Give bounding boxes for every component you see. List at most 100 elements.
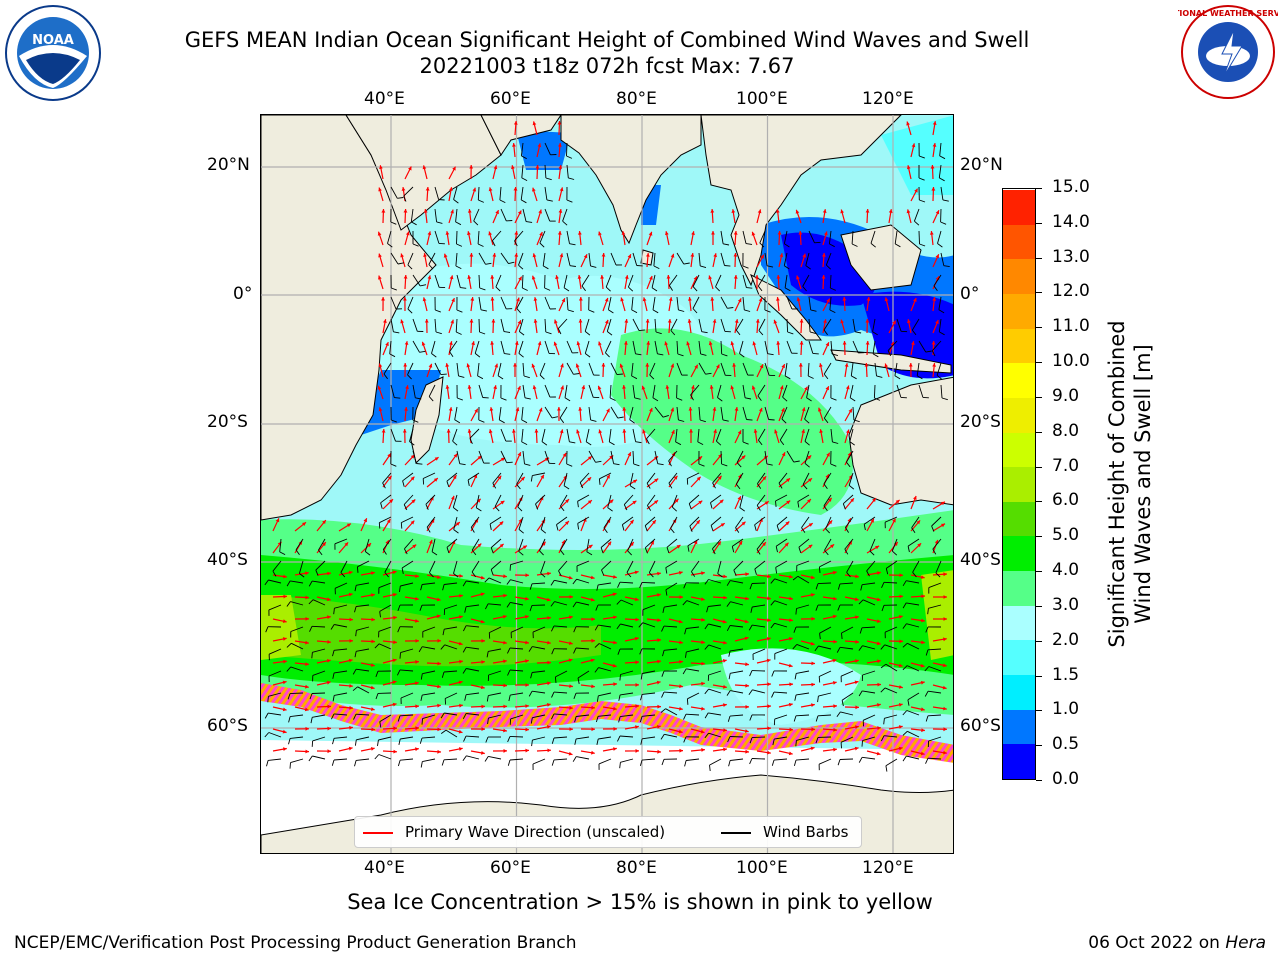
- wind-barb: [756, 494, 766, 506]
- wave-arrow-head: [656, 725, 661, 729]
- wind-barb-flag: [722, 419, 729, 422]
- wind-barb: [632, 428, 637, 442]
- wave-arrow-head: [327, 615, 331, 620]
- sea-ice-edge: [261, 683, 953, 763]
- wave-arrow-head: [865, 209, 870, 213]
- wind-barb: [825, 516, 832, 529]
- wind-barb-flag: [669, 285, 673, 291]
- wind-barb-flag: [586, 551, 593, 556]
- wind-barb-flag: [781, 418, 787, 424]
- wind-barb-flag: [332, 650, 335, 657]
- lat-tick-left-20s: 20°S: [207, 412, 248, 432]
- wind-barb: [808, 296, 812, 310]
- wind-barb-flag: [453, 507, 459, 512]
- wave-arrow-head: [349, 639, 353, 643]
- wind-barb-flag: [469, 438, 473, 444]
- wind-barb: [729, 714, 744, 717]
- wave-arrow-head: [723, 703, 727, 707]
- wind-barb-flag: [712, 482, 716, 489]
- wave-arrow-head: [547, 660, 551, 665]
- wind-barb: [804, 406, 810, 420]
- wind-barb: [509, 758, 524, 761]
- footer-date: 06 Oct 2022 on Hera: [1088, 933, 1266, 953]
- wind-barb: [933, 274, 942, 287]
- wind-barb: [887, 340, 898, 351]
- wave-arrow-head: [600, 275, 604, 279]
- wind-barb-flag: [518, 529, 524, 534]
- wind-barb-flag: [662, 607, 665, 613]
- wind-barb: [399, 669, 414, 672]
- wave-arrow-head: [532, 121, 537, 126]
- wind-barb-flag: [518, 264, 524, 270]
- wind-barb-flag: [484, 756, 489, 762]
- wave-arrow-head: [788, 751, 793, 756]
- wave-arrow-head: [696, 476, 701, 481]
- wind-barb: [467, 472, 480, 481]
- wind-barb: [453, 186, 458, 200]
- wind-barb-flag: [521, 419, 528, 424]
- wind-barb-flag: [757, 285, 763, 292]
- wave-arrow-head: [467, 231, 471, 236]
- wind-barb: [631, 296, 634, 310]
- wave-arrow-head: [410, 454, 415, 459]
- wind-barb: [289, 692, 304, 695]
- wind-barb: [488, 755, 502, 760]
- wind-barb-flag: [479, 331, 486, 335]
- wind-barb: [290, 666, 304, 672]
- wind-barb-flag: [728, 650, 731, 657]
- wind-barb-flag: [661, 670, 665, 677]
- wind-barb-flag: [662, 414, 669, 418]
- wind-barb: [676, 340, 679, 355]
- wave-arrow-head: [671, 452, 676, 457]
- colorbar-tick-label: 13.0: [1052, 246, 1090, 267]
- wave-arrow-head: [921, 640, 925, 645]
- wave-arrow-head: [819, 429, 823, 433]
- wind-barb-flag: [508, 695, 511, 702]
- wind-barb: [500, 296, 507, 310]
- wave-arrow-head: [283, 659, 287, 664]
- wind-barb: [566, 296, 569, 311]
- wave-arrow-head: [914, 188, 918, 193]
- wind-barb: [500, 428, 507, 442]
- wave-arrow-head: [348, 658, 353, 663]
- wave-arrow-head: [700, 729, 705, 734]
- wind-barb-flag: [660, 708, 666, 713]
- wave-arrow-head: [877, 659, 881, 664]
- wind-barb-flag: [655, 331, 662, 335]
- wind-barb-flag: [617, 582, 621, 588]
- wind-barb: [544, 208, 551, 222]
- wave-arrow-head: [832, 658, 837, 663]
- wave-arrow-head: [908, 363, 913, 367]
- wind-barb: [434, 186, 440, 200]
- lon-tick-bottom-60e: 60°E: [490, 858, 531, 878]
- wind-barb-flag: [757, 483, 762, 489]
- wind-barb-flag: [516, 308, 522, 314]
- wind-barb-flag: [480, 309, 487, 312]
- colorbar: [1002, 188, 1036, 780]
- wind-barb: [862, 670, 876, 676]
- colorbar-tick-mark: [1036, 710, 1042, 712]
- wave-arrow-head: [609, 499, 614, 504]
- wave-arrow-head: [894, 542, 898, 546]
- wave-arrow-head: [525, 683, 529, 687]
- wind-barb: [475, 494, 480, 508]
- wind-barb: [434, 318, 437, 333]
- wind-barb-flag: [744, 309, 751, 312]
- wind-barb-flag: [429, 572, 434, 578]
- wave-arrow-head: [349, 725, 353, 730]
- wind-barb: [720, 362, 726, 376]
- wave-arrow-head: [403, 209, 408, 213]
- wind-barb-flag: [490, 569, 494, 576]
- wind-barb-flag: [851, 243, 858, 247]
- wind-barb-flag: [709, 765, 711, 772]
- colorbar-segment: [1003, 293, 1035, 329]
- wind-barb: [356, 582, 370, 586]
- wind-barb-flag: [286, 580, 291, 587]
- wind-barb: [488, 648, 502, 652]
- wave-arrow-head: [807, 499, 811, 503]
- wave-arrow-head: [943, 706, 947, 711]
- wind-barb: [752, 604, 766, 608]
- wind-barb: [686, 600, 700, 606]
- wind-barb-flag: [574, 716, 577, 723]
- wave-arrow-head: [305, 749, 309, 754]
